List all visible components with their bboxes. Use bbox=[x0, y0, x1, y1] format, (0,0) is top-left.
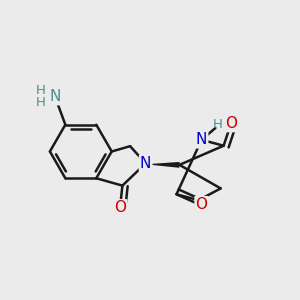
Polygon shape bbox=[146, 162, 180, 168]
Text: O: O bbox=[114, 200, 126, 215]
Text: H: H bbox=[36, 84, 46, 97]
Text: H: H bbox=[36, 96, 46, 109]
Text: N: N bbox=[50, 89, 61, 104]
Text: N: N bbox=[140, 156, 151, 171]
Text: N: N bbox=[196, 132, 207, 147]
Text: H: H bbox=[213, 118, 223, 131]
Text: O: O bbox=[196, 197, 208, 212]
Text: O: O bbox=[225, 116, 237, 131]
